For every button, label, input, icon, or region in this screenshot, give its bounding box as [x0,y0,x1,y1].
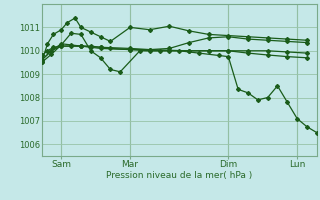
X-axis label: Pression niveau de la mer( hPa ): Pression niveau de la mer( hPa ) [106,171,252,180]
